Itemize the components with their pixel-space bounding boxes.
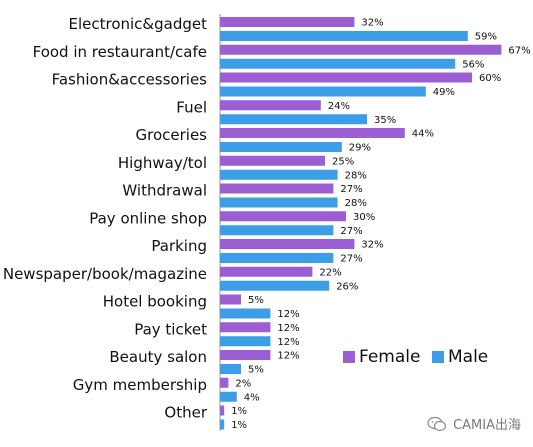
- value-label-male: 27%: [340, 226, 362, 237]
- category-label: Withdrawal: [122, 182, 207, 200]
- bar-female: [220, 294, 241, 305]
- category-label: Food in restaurant/cafe: [33, 43, 207, 61]
- value-label-male: 1%: [231, 420, 247, 431]
- value-label-female: 2%: [235, 378, 251, 389]
- category-label: Groceries: [136, 126, 208, 144]
- legend: Female Male: [343, 347, 488, 367]
- bars: [220, 17, 502, 430]
- bar-female: [220, 72, 472, 83]
- value-label-male: 35%: [374, 115, 396, 126]
- category-label: Other: [164, 404, 207, 422]
- category-label: Hotel booking: [103, 293, 207, 311]
- value-label-female: 60%: [479, 73, 501, 84]
- bar-female: [220, 405, 225, 416]
- category-label: Gym membership: [73, 376, 207, 394]
- bar-male: [220, 31, 468, 41]
- bar-male: [220, 169, 338, 180]
- value-label-male: 59%: [475, 32, 497, 43]
- value-label-male: 49%: [433, 87, 455, 98]
- legend-swatch-female: [343, 351, 355, 363]
- bar-male: [220, 197, 338, 208]
- bar-male: [220, 225, 334, 236]
- bar-female: [220, 322, 271, 333]
- value-label-male: 12%: [277, 337, 299, 348]
- value-label-male: 28%: [345, 198, 367, 209]
- value-label-male: 27%: [340, 254, 362, 265]
- bar-male: [220, 391, 237, 402]
- value-label-male: 56%: [462, 59, 484, 70]
- legend-label-male: Male: [448, 347, 488, 367]
- bar-female: [220, 266, 313, 277]
- watermark: CAMIA出海: [427, 414, 521, 433]
- wechat-icon: [427, 416, 447, 431]
- category-label: Pay ticket: [134, 320, 207, 338]
- value-label-female: 67%: [508, 45, 530, 56]
- bar-male: [220, 336, 271, 347]
- value-label-male: 29%: [349, 143, 371, 154]
- bar-female: [220, 183, 334, 194]
- bar-female: [220, 211, 346, 222]
- bar-male: [220, 58, 456, 69]
- bar-female: [220, 100, 321, 111]
- bar-female: [220, 128, 405, 138]
- bar-male: [220, 142, 342, 152]
- value-label-male: 26%: [336, 281, 358, 292]
- value-label-female: 24%: [328, 101, 350, 112]
- category-label: Highway/tol: [118, 154, 207, 172]
- value-label-female: 12%: [277, 351, 299, 362]
- value-labels: 32% 59% 67% 56% 60% 49% 24% 35% 44% 29% 25% 28% 27% 2…: [231, 18, 530, 432]
- category-label: Parking: [151, 237, 207, 255]
- bar-male: [220, 419, 225, 430]
- watermark-text: CAMIA出海: [453, 418, 521, 433]
- value-label-female: 44%: [412, 129, 434, 140]
- category-label: Newspaper/book/magazine: [3, 265, 207, 283]
- bar-male: [220, 114, 367, 125]
- value-label-female: 30%: [353, 212, 375, 223]
- value-label-female: 27%: [340, 184, 362, 195]
- value-label-male: 4%: [244, 392, 260, 403]
- category-label: Fashion&accessories: [52, 71, 208, 89]
- value-label-female: 32%: [361, 240, 383, 251]
- value-label-female: 25%: [332, 156, 354, 167]
- legend-label-female: Female: [359, 347, 420, 367]
- bar-female: [220, 239, 355, 249]
- bar-male: [220, 364, 241, 374]
- value-label-female: 22%: [319, 267, 341, 278]
- category-labels: Electronic&gadget Food in restaurant/cafe…: [3, 15, 208, 422]
- value-label-male: 5%: [248, 365, 264, 376]
- bar-male: [220, 253, 334, 263]
- value-label-male: 28%: [345, 170, 367, 181]
- category-label: Fuel: [176, 98, 207, 116]
- category-label: Electronic&gadget: [68, 15, 207, 33]
- bar-female: [220, 377, 229, 388]
- value-label-female: 1%: [231, 406, 247, 417]
- legend-swatch-male: [432, 351, 444, 363]
- bar-male: [220, 308, 271, 319]
- value-label-female: 12%: [277, 323, 299, 334]
- value-label-female: 5%: [248, 295, 264, 306]
- bar-female: [220, 44, 502, 55]
- value-label-female: 32%: [361, 18, 383, 29]
- bar-female: [220, 350, 271, 360]
- bar-female: [220, 155, 325, 166]
- bar-male: [220, 86, 426, 97]
- category-label: Beauty salon: [109, 348, 207, 366]
- bar-female: [220, 17, 355, 27]
- value-label-male: 12%: [277, 309, 299, 320]
- bar-male: [220, 280, 330, 291]
- category-label: Pay online shop: [89, 209, 207, 227]
